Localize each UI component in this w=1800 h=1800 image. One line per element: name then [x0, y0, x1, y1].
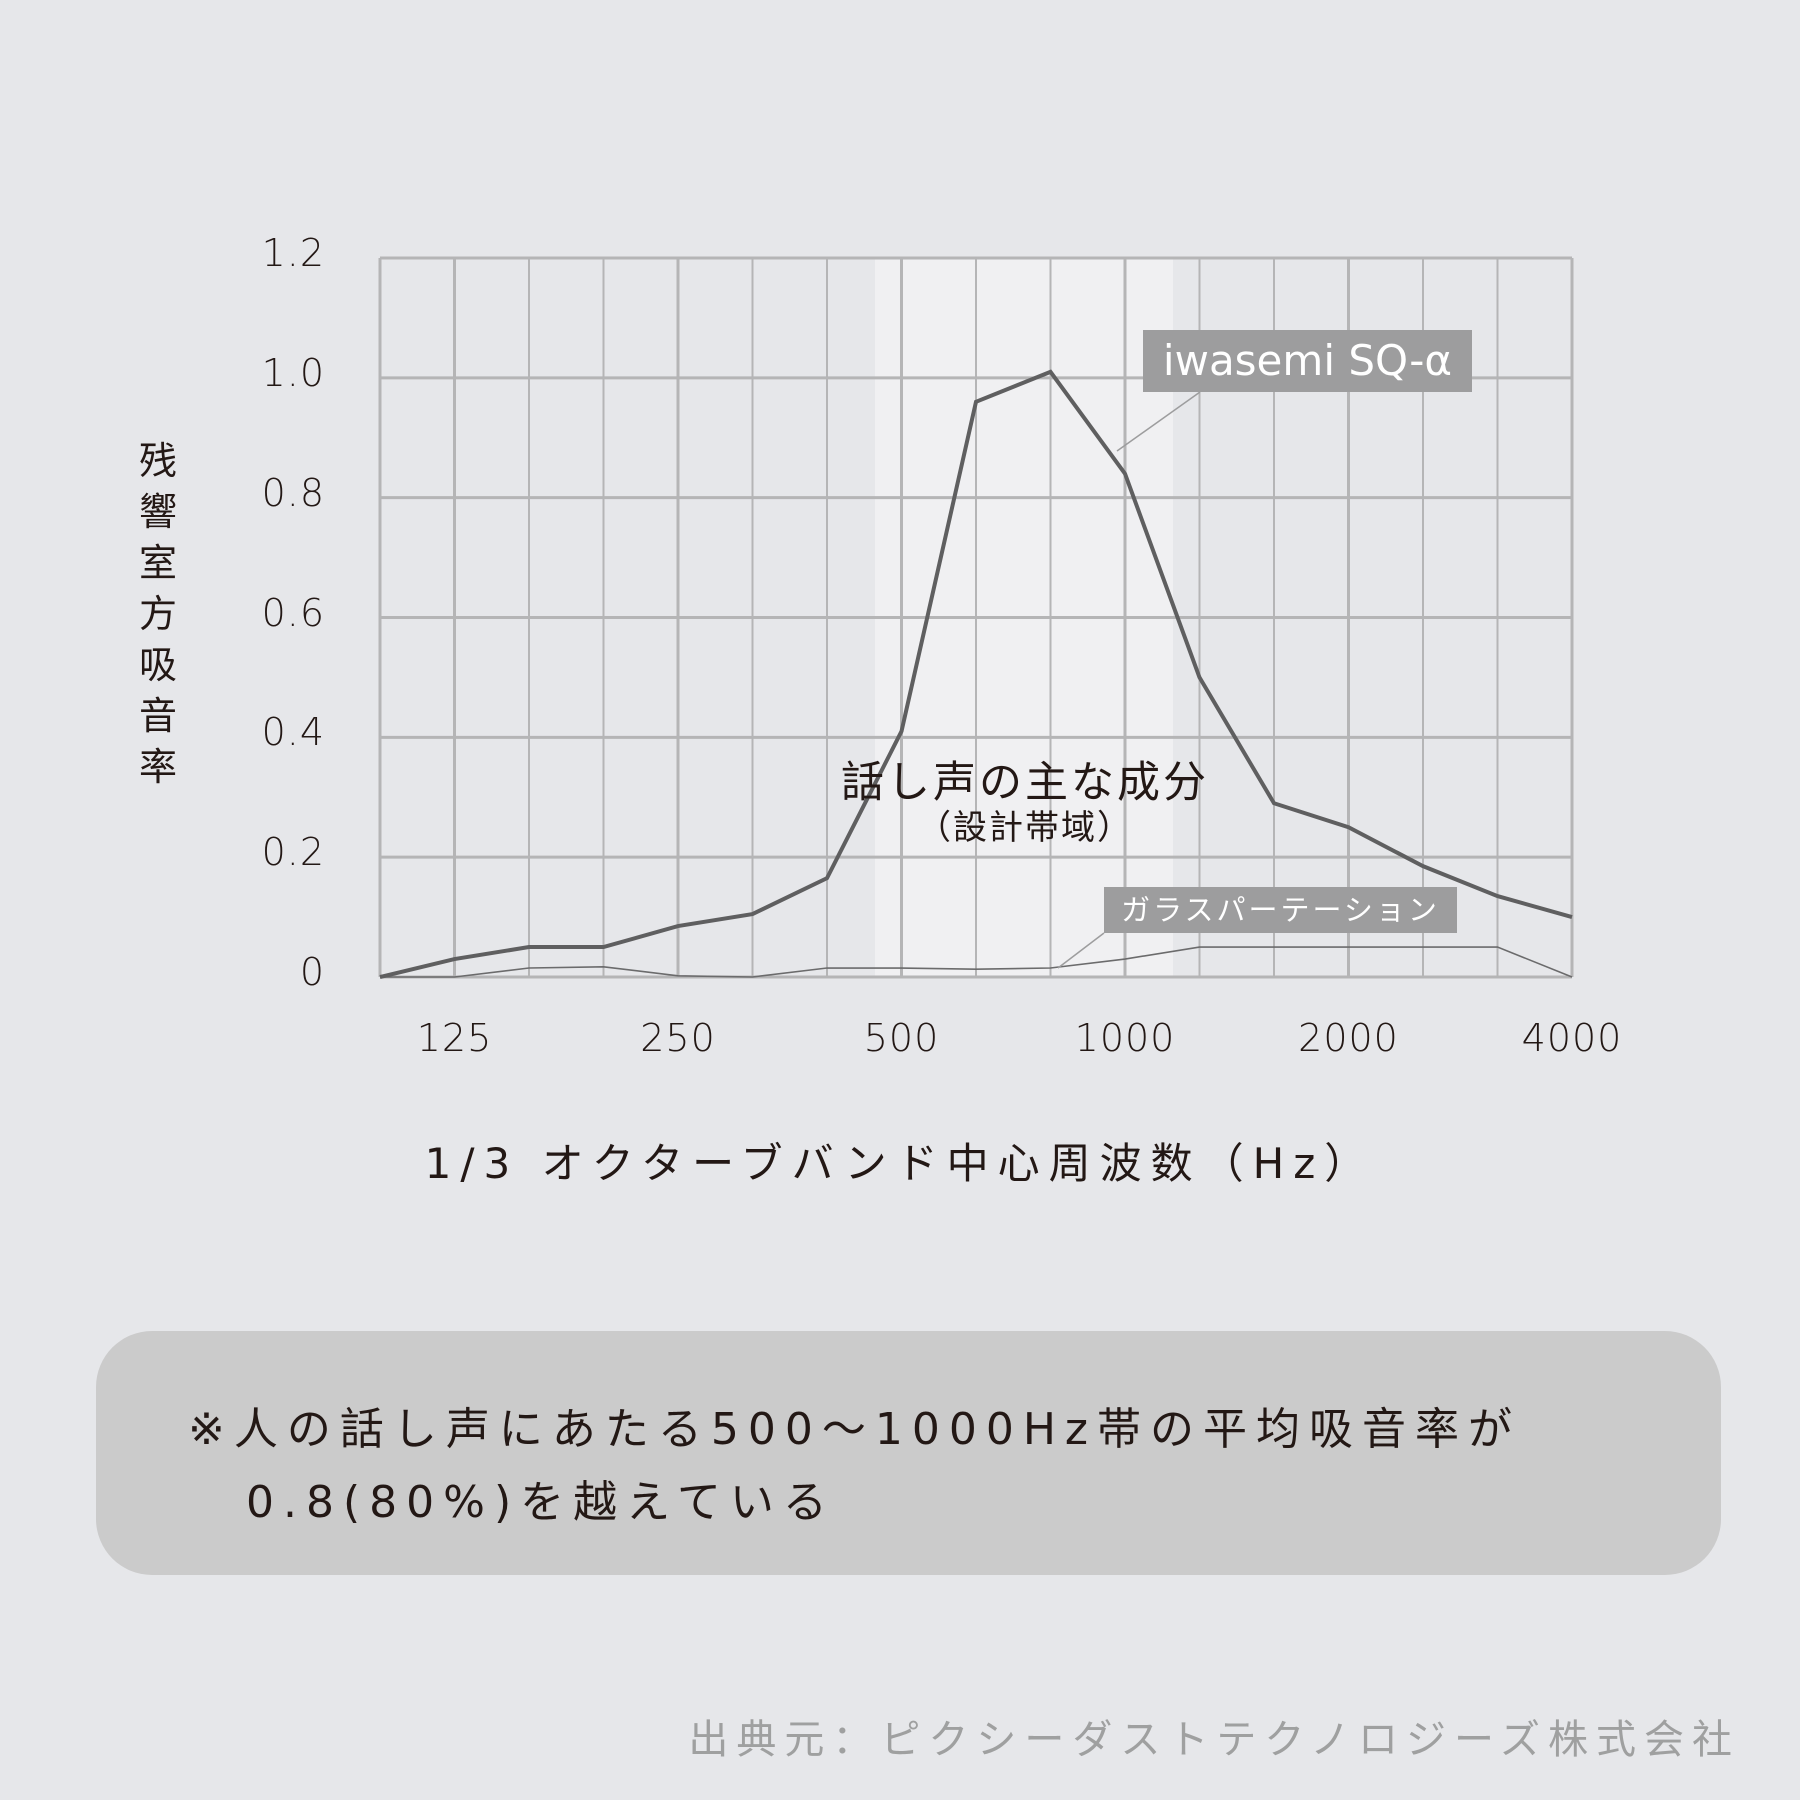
y-axis-label-char: 率 — [138, 745, 177, 789]
y-tick-label: 0.8 — [261, 470, 325, 515]
y-tick-label: 0.2 — [261, 830, 325, 875]
series-glass-partition-line — [380, 946, 1573, 978]
y-tick-label: 0.6 — [261, 590, 325, 635]
iwasemi-leader-line — [1116, 391, 1201, 452]
x-tick-label: 125 — [416, 1016, 493, 1060]
glass-leader-line — [1057, 932, 1105, 969]
x-tick-label: 4000 — [1521, 1016, 1623, 1060]
iwasemi-series-label: iwasemi SQ-α — [1143, 330, 1472, 392]
x-axis-label: 1/3 オクターブバンド中心周波数（Hz） — [424, 1139, 1376, 1188]
note-box: ※人の話し声にあたる500～1000Hz帯の平均吸音率が 0.8(80%)を越え… — [96, 1331, 1721, 1575]
y-axis-label-char: 音 — [138, 694, 177, 738]
x-tick-label: 250 — [640, 1016, 716, 1060]
absorption-chart — [378, 256, 1574, 979]
y-axis-label-char: 方 — [138, 592, 177, 636]
y-axis-label-char: 残 — [138, 439, 177, 483]
series-iwasemi-line — [379, 369, 1573, 979]
y-axis-label-char: 室 — [138, 541, 177, 585]
glass-series-label: ガラスパーテーション — [1104, 887, 1457, 933]
note-text-line-1: ※人の話し声にあたる500～1000Hz帯の平均吸音率が — [188, 1404, 1522, 1455]
speech-band-subtitle: （設計帯域） — [917, 808, 1133, 848]
y-tick-label: 0.4 — [261, 710, 325, 755]
x-tick-label: 500 — [863, 1016, 940, 1060]
note-text-line-2: 0.8(80%)を越えている — [246, 1477, 836, 1528]
y-tick-label: 0 — [299, 950, 325, 994]
y-axis-label-char: 吸 — [138, 643, 177, 687]
x-tick-label: 1000 — [1074, 1016, 1176, 1060]
y-axis-label-char: 響 — [138, 490, 177, 534]
x-tick-label: 2000 — [1298, 1016, 1399, 1060]
y-tick-label: 1.2 — [261, 231, 325, 275]
y-tick-label: 1.0 — [261, 350, 325, 395]
source-credit: 出典元：ピクシーダストテクノロジーズ株式会社 — [688, 1717, 1740, 1763]
y-axis-label: 残響室方吸音率 — [132, 436, 184, 793]
speech-band-title: 話し声の主な成分 — [841, 758, 1209, 808]
grid-lines — [378, 256, 1574, 979]
